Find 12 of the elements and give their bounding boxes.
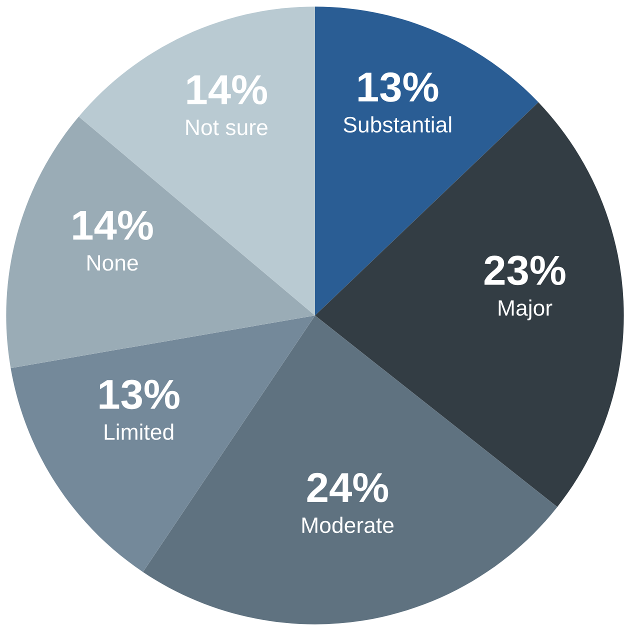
data-label: 13% — [100, 380, 180, 410]
slice-label: Major — [498, 300, 552, 320]
data-label: 13% — [358, 72, 438, 102]
slice-label: Not sure — [186, 120, 268, 136]
data-label: 24% — [307, 472, 388, 502]
slice-label: Moderate — [302, 516, 394, 534]
slice-label: None — [88, 255, 138, 271]
data-label: 14% — [187, 75, 268, 104]
data-label: 14% — [73, 210, 153, 240]
slice-label: Substantial — [344, 116, 452, 133]
slice-label: Limited — [104, 424, 174, 440]
data-label: 23% — [484, 256, 566, 286]
